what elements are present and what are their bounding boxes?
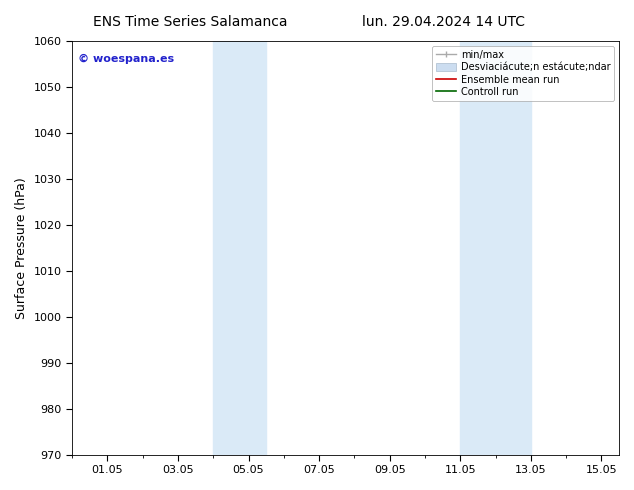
Y-axis label: Surface Pressure (hPa): Surface Pressure (hPa): [15, 177, 28, 318]
Text: lun. 29.04.2024 14 UTC: lun. 29.04.2024 14 UTC: [362, 15, 526, 29]
Legend: min/max, Desviaciácute;n estácute;ndar, Ensemble mean run, Controll run: min/max, Desviaciácute;n estácute;ndar, …: [432, 46, 614, 101]
Bar: [213, 41, 266, 455]
Text: © woespana.es: © woespana.es: [77, 53, 174, 64]
Text: ENS Time Series Salamanca: ENS Time Series Salamanca: [93, 15, 287, 29]
Bar: [460, 41, 531, 455]
